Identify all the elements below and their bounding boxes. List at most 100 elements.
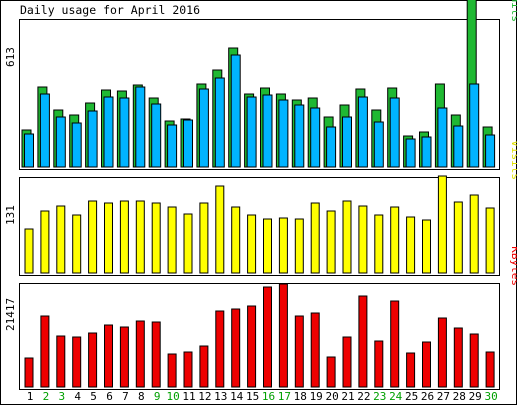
day-label: 30 [484, 390, 497, 403]
bar-kbytes-day-14 [231, 308, 241, 388]
panels-layer: 613 Pages/Files/Hits 131 Visits 21417 KBytes [4, 0, 517, 390]
panel-2: 131 Visits [4, 140, 517, 276]
bar-kbytes-day-18 [294, 315, 304, 388]
bar-kbytes-day-24 [390, 300, 400, 388]
day-label: 5 [90, 390, 97, 403]
bar-kbytes-day-17 [278, 283, 288, 388]
day-label: 27 [437, 390, 450, 403]
bar-files-day-1 [24, 133, 34, 168]
bar-visits-day-19 [310, 202, 320, 274]
day-label: 24 [389, 390, 403, 403]
bar-kbytes-day-15 [247, 305, 257, 388]
day-label: 15 [246, 390, 259, 403]
bar-visits-day-21 [342, 200, 352, 274]
bar-visits-day-29 [469, 194, 479, 274]
panel-max-label: 613 [4, 47, 17, 67]
panel-series-label: Pages/Files/Hits [509, 0, 517, 22]
bar-visits-day-23 [374, 214, 384, 274]
bar-kbytes-day-6 [104, 324, 113, 388]
bar-kbytes-day-7 [119, 326, 129, 388]
bar-files-day-21 [342, 116, 352, 168]
day-label: 16 [262, 390, 275, 403]
bar-visits-day-14 [231, 206, 241, 274]
bar-visits-day-3 [56, 205, 66, 274]
bar-files-day-4 [71, 122, 82, 168]
bar-visits-day-11 [183, 213, 193, 274]
bar-kbytes-day-8 [135, 320, 145, 388]
bar-kbytes-day-19 [310, 312, 320, 388]
day-label: 20 [325, 390, 338, 403]
bar-kbytes-day-25 [406, 352, 416, 388]
bar-files-day-30 [485, 134, 496, 168]
bar-files-day-18 [294, 104, 305, 168]
bar-visits-day-7 [119, 200, 129, 274]
day-label: 1 [27, 390, 34, 403]
bar-files-day-28 [453, 125, 464, 168]
panel-series-label-part: Hits [509, 0, 517, 22]
bar-visits-day-18 [294, 218, 304, 274]
bar-visits-day-16 [263, 218, 272, 274]
bar-files-day-10 [167, 124, 178, 168]
bar-kbytes-day-1 [24, 357, 34, 388]
day-label: 14 [230, 390, 244, 403]
bar-visits-day-30 [485, 207, 495, 274]
day-label: 23 [373, 390, 386, 403]
bar-visits-day-8 [135, 200, 145, 274]
panel-series-label-part: KBytes [509, 246, 517, 286]
panel-max-label: 131 [4, 205, 17, 225]
chart-title: Daily usage for April 2016 [20, 3, 200, 17]
bar-kbytes-day-3 [56, 335, 66, 388]
bar-files-day-14 [230, 54, 241, 168]
day-label: 22 [357, 390, 370, 403]
day-label: 19 [310, 390, 323, 403]
bar-visits-day-24 [390, 206, 400, 274]
day-label: 2 [43, 390, 50, 403]
bar-visits-day-22 [358, 205, 368, 274]
panel-frame [19, 177, 500, 276]
bar-visits-day-2 [40, 210, 50, 274]
bar-files-day-15 [246, 96, 257, 168]
day-label: 26 [421, 390, 434, 403]
bar-kbytes-day-11 [183, 351, 193, 388]
panel-series-label-part: Visits [509, 140, 517, 180]
bar-files-day-25 [405, 138, 416, 168]
day-label: 12 [198, 390, 211, 403]
bar-files-day-13 [214, 77, 225, 168]
bar-kbytes-day-20 [326, 356, 336, 388]
bar-visits-day-13 [215, 185, 225, 274]
bar-visits-day-26 [422, 219, 431, 274]
bar-visits-day-27 [437, 175, 447, 274]
panel-3: 21417 KBytes [4, 246, 517, 390]
bar-visits-day-5 [88, 200, 98, 274]
bar-files-day-27 [437, 107, 448, 168]
panel-series-label: KBytes [509, 246, 517, 286]
bar-kbytes-day-29 [469, 333, 479, 388]
day-label: 29 [469, 390, 482, 403]
bar-kbytes-day-2 [40, 315, 50, 388]
bar-kbytes-day-30 [485, 351, 495, 388]
bar-kbytes-day-9 [151, 321, 161, 388]
bar-kbytes-day-12 [199, 345, 209, 388]
bar-kbytes-day-5 [88, 332, 98, 388]
bar-files-day-11 [183, 119, 193, 168]
bar-files-day-12 [198, 88, 209, 168]
bar-visits-day-6 [104, 202, 113, 274]
bar-files-day-22 [357, 96, 368, 168]
day-label: 10 [166, 390, 179, 403]
bar-files-day-17 [278, 99, 289, 168]
bar-kbytes-day-22 [358, 295, 368, 388]
bar-kbytes-day-23 [374, 340, 384, 388]
day-label: 21 [341, 390, 354, 403]
bar-visits-day-25 [406, 216, 416, 274]
day-label: 17 [278, 390, 291, 403]
bar-files-day-3 [55, 116, 66, 168]
day-label: 13 [214, 390, 227, 403]
bar-files-day-26 [421, 136, 432, 168]
bar-files-day-9 [151, 103, 162, 168]
day-label: 7 [122, 390, 129, 403]
day-labels: 1 2 3 4 5 6 7 8 9 10 11 12 13 14 15 16 17 18 19 20 21 22 23 24 2… [27, 390, 498, 403]
bar-kbytes-day-4 [72, 336, 82, 388]
bar-visits-day-1 [24, 228, 34, 274]
